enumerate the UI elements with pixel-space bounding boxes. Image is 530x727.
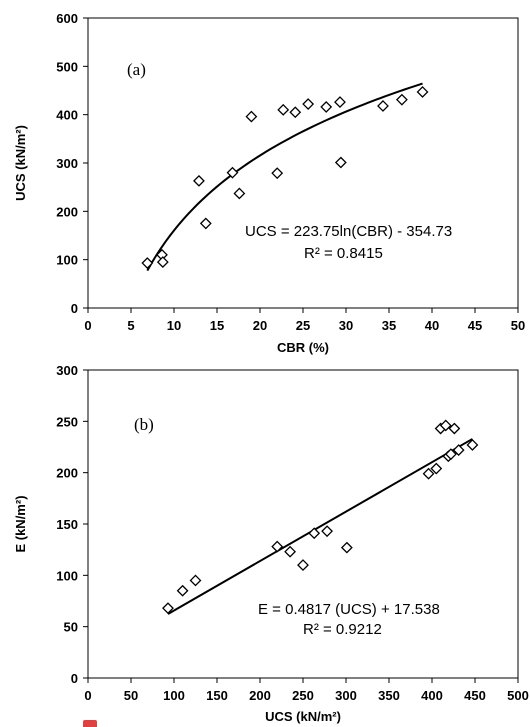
data-point-b bbox=[271, 540, 284, 553]
data-point-a bbox=[199, 217, 212, 230]
data-points-b bbox=[162, 419, 479, 615]
x-tick-label-b: 250 bbox=[292, 688, 314, 703]
data-point-b bbox=[448, 422, 461, 435]
y-tick-label-a: 100 bbox=[56, 253, 78, 268]
x-ticks-a: 0 5 10 15 20 25 30 35 40 45 50 bbox=[84, 308, 525, 333]
x-tick-label-b: 200 bbox=[249, 688, 271, 703]
y-tick-label-b: 200 bbox=[56, 466, 78, 481]
y-tick-label-a: 0 bbox=[71, 301, 78, 316]
x-tick-label-b: 400 bbox=[421, 688, 443, 703]
data-point-b bbox=[439, 419, 452, 432]
panel-label-b: (b) bbox=[134, 415, 154, 434]
x-tick-label-b: 100 bbox=[163, 688, 185, 703]
data-point-b bbox=[176, 584, 189, 597]
x-tick-label-a: 5 bbox=[127, 318, 134, 333]
y-tick-label-a: 300 bbox=[56, 156, 78, 171]
x-tick-label-b: 500 bbox=[507, 688, 529, 703]
x-tick-label-b: 300 bbox=[335, 688, 357, 703]
x-tick-label-a: 10 bbox=[167, 318, 181, 333]
equation-b: E = 0.4817 (UCS) + 17.538 bbox=[258, 601, 440, 618]
data-point-a bbox=[271, 167, 284, 180]
y-tick-label-b: 150 bbox=[56, 517, 78, 532]
x-tick-label-a: 30 bbox=[339, 318, 353, 333]
data-point-a bbox=[141, 257, 154, 269]
data-point-a bbox=[302, 98, 315, 110]
x-axis-label-a: CBR (%) bbox=[277, 340, 329, 355]
data-point-a bbox=[193, 174, 205, 187]
data-point-a bbox=[156, 256, 169, 269]
x-tick-label-a: 15 bbox=[210, 318, 224, 333]
x-tick-label-b: 150 bbox=[206, 688, 228, 703]
y-axis-label-a: UCS (kN/m²) bbox=[13, 125, 28, 201]
data-point-b bbox=[162, 602, 174, 615]
data-point-b bbox=[297, 559, 309, 571]
data-point-b bbox=[340, 541, 353, 554]
x-tick-label-a: 25 bbox=[296, 318, 310, 333]
y-tick-label-a: 400 bbox=[56, 108, 78, 123]
x-tick-label-a: 35 bbox=[382, 318, 396, 333]
x-tick-label-b: 350 bbox=[378, 688, 400, 703]
y-tick-label-a: 200 bbox=[56, 204, 78, 219]
data-point-b bbox=[422, 467, 435, 480]
trendline-b bbox=[167, 438, 473, 615]
x-tick-label-a: 20 bbox=[253, 318, 267, 333]
x-tick-label-a: 40 bbox=[425, 318, 439, 333]
data-point-a bbox=[233, 187, 246, 200]
y-tick-label-a: 500 bbox=[56, 59, 78, 74]
data-point-a bbox=[289, 106, 302, 119]
y-ticks-b: 0 50 100 150 200 250 300 bbox=[56, 363, 88, 686]
x-ticks-b: 0 50 100 150 200 250 300 350 400 450 500 bbox=[84, 678, 529, 703]
trendline-a bbox=[146, 82, 423, 272]
data-points-a bbox=[141, 86, 429, 269]
x-tick-label-b: 50 bbox=[124, 688, 138, 703]
x-tick-label-a: 0 bbox=[84, 318, 91, 333]
data-point-a bbox=[245, 110, 258, 123]
data-point-a bbox=[226, 166, 239, 179]
y-tick-label-b: 300 bbox=[56, 363, 78, 378]
x-tick-label-b: 0 bbox=[84, 688, 91, 703]
data-point-a bbox=[416, 86, 429, 98]
y-ticks-a: 0 100 200 300 400 500 600 bbox=[56, 11, 88, 316]
data-point-b bbox=[430, 462, 443, 475]
page-corner-mark bbox=[83, 720, 97, 727]
data-point-a bbox=[334, 96, 346, 109]
y-tick-label-b: 50 bbox=[64, 620, 78, 635]
chart-panel-a: (a) UCS = 223.75ln(CBR) - 354.73 R² = 0.… bbox=[13, 11, 525, 355]
data-point-a bbox=[334, 156, 347, 169]
x-tick-label-a: 45 bbox=[468, 318, 482, 333]
data-point-b bbox=[284, 545, 297, 558]
x-axis-label-b: UCS (kN/m²) bbox=[265, 709, 341, 724]
r-squared-a: R² = 0.8415 bbox=[304, 245, 383, 262]
y-tick-label-b: 0 bbox=[71, 671, 78, 686]
data-point-a bbox=[395, 93, 408, 106]
data-point-b bbox=[308, 527, 321, 540]
data-point-a bbox=[320, 101, 333, 113]
data-point-b bbox=[321, 525, 333, 538]
chart-panel-b: (b) E = 0.4817 (UCS) + 17.538 R² = 0.921… bbox=[13, 363, 529, 724]
data-point-a bbox=[377, 100, 389, 112]
equation-a: UCS = 223.75ln(CBR) - 354.73 bbox=[245, 223, 452, 240]
x-tick-label-a: 50 bbox=[511, 318, 525, 333]
data-point-a bbox=[277, 103, 290, 116]
data-point-b bbox=[466, 439, 479, 451]
data-point-b bbox=[452, 444, 465, 456]
data-point-b bbox=[189, 574, 202, 587]
y-tick-label-b: 250 bbox=[56, 414, 78, 429]
r-squared-b: R² = 0.9212 bbox=[303, 621, 382, 638]
y-tick-label-b: 100 bbox=[56, 568, 78, 583]
x-tick-label-b: 450 bbox=[464, 688, 486, 703]
panel-label-a: (a) bbox=[127, 60, 146, 79]
plot-frame-a bbox=[87, 17, 519, 309]
y-axis-label-b: E (kN/m²) bbox=[13, 495, 28, 552]
y-tick-label-a: 600 bbox=[56, 11, 78, 26]
data-point-b bbox=[445, 448, 457, 461]
